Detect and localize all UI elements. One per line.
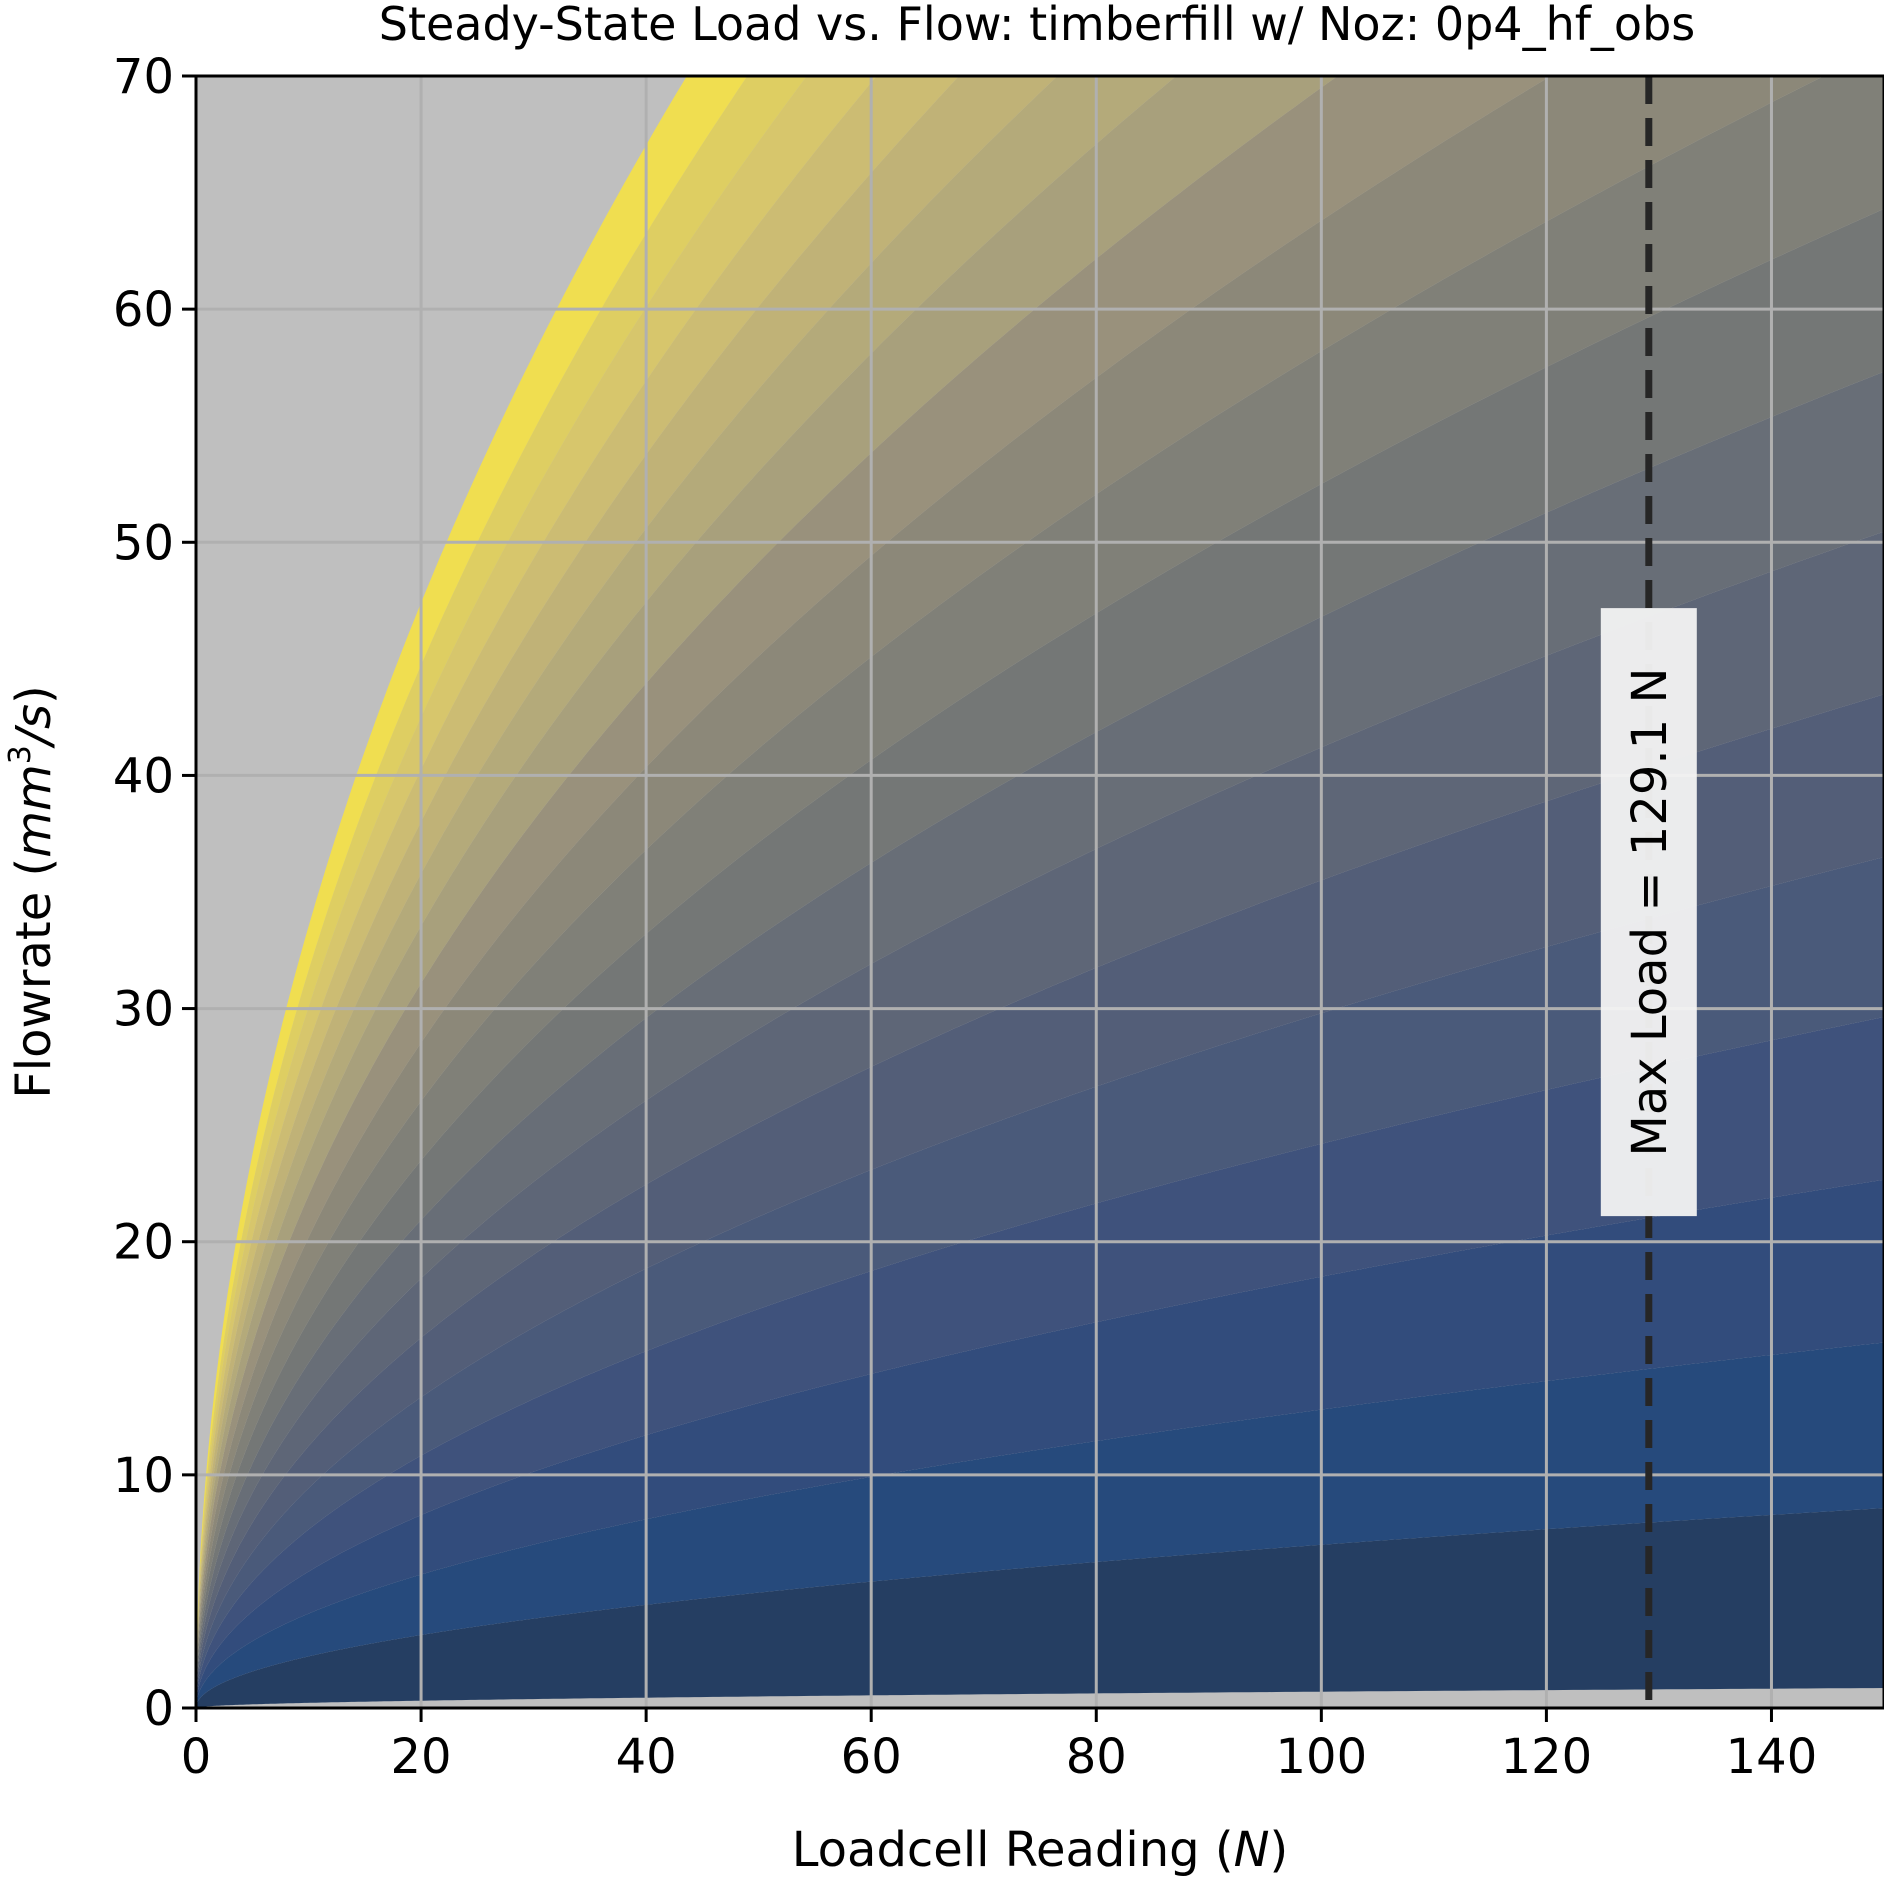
x-tick-label: 100 (1276, 1729, 1368, 1785)
y-tick-label: 20 (113, 1215, 174, 1271)
flow-band (196, 76, 1884, 1708)
flow-band (196, 531, 1884, 1708)
y-axis-ticks: 0 10 20 30 40 50 60 70 (113, 49, 196, 1737)
grid-lines (196, 76, 1884, 1708)
max-load-label-box (1600, 608, 1697, 1217)
x-tick-label: 60 (841, 1729, 902, 1785)
flow-band (196, 1017, 1884, 1708)
flow-band (196, 694, 1884, 1708)
flow-band (196, 208, 1884, 1708)
max-load-line-group: Max Load = 129.1 N (1600, 76, 1697, 1708)
x-axis-ticks: 0 20 40 60 80 100 120 140 (181, 1708, 1818, 1785)
x-tick-label: 120 (1501, 1729, 1593, 1785)
x-tick-label: 80 (1066, 1729, 1127, 1785)
y-tick-label: 70 (113, 49, 174, 105)
y-tick-label: 40 (113, 748, 174, 804)
flow-band (196, 1508, 1884, 1708)
flow-band (196, 1342, 1884, 1708)
y-tick-label: 10 (113, 1448, 174, 1504)
flow-band (196, 857, 1884, 1708)
plot-frame (194, 74, 1884, 1710)
x-axis-label: Loadcell Reading (N) (792, 1822, 1288, 1878)
y-tick-label: 30 (113, 982, 174, 1038)
y-axis-label: Flowrate (mm3/s) (3, 685, 62, 1099)
y-tick-label: 60 (113, 282, 174, 338)
x-tick-label: 20 (391, 1729, 452, 1785)
chart-title: Steady-State Load vs. Flow: timberfill w… (379, 0, 1695, 51)
flow-band (196, 1179, 1884, 1708)
y-tick-label: 0 (143, 1681, 174, 1737)
max-load-label: Max Load = 129.1 N (1622, 668, 1678, 1157)
y-tick-label: 50 (113, 515, 174, 571)
flow-band (196, 371, 1884, 1708)
x-tick-label: 0 (181, 1729, 212, 1785)
x-tick-label: 40 (616, 1729, 677, 1785)
flow-bands (196, 76, 1884, 1708)
x-tick-label: 140 (1726, 1729, 1818, 1785)
